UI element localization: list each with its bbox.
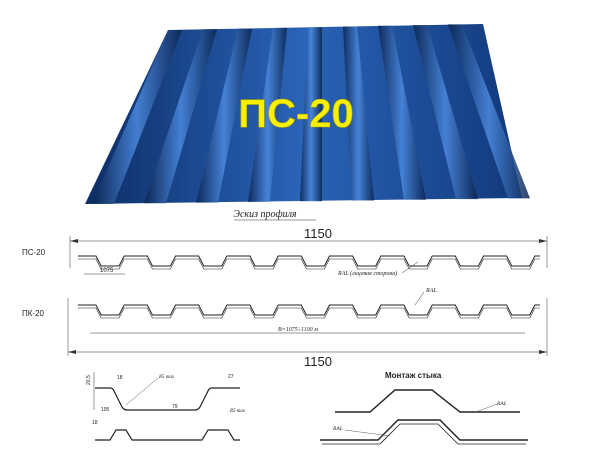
detail-lower-width: 105 [101,407,110,413]
arrow-left-1150 [70,239,78,243]
joint-ral-top: RAL [496,401,507,407]
pk20-profile-line-inner [78,307,540,319]
sheet-rib [413,25,478,200]
detail-lower-profile [95,429,240,441]
sheet-rib [144,29,217,204]
profile-detail: 20,5 18 R5 max 27 79 R5 max 105 18 [86,372,246,441]
joint-ral-bottom-leader [344,429,391,437]
ps20-note-leader [401,261,419,274]
pk20-useful-width: B=1075÷1100 м [278,327,318,333]
detail-height: 20,5 [86,375,92,385]
product-title: ПС-20 [238,92,353,136]
sheet-rib [378,25,426,200]
ps20-width-1150: 1150 [304,226,332,241]
pk20-profile: ПК-20 RAL B=1075÷1100 м 1150 [22,288,548,369]
pk20-note-ral: RAL [425,288,437,294]
pk20-profile-line [78,304,540,316]
pk20-note-leader [414,291,425,306]
sheet-rib [196,28,252,203]
detail-radius-left: R5 max [158,375,175,380]
detail-radius-left-leader [125,377,159,406]
joint-title: Монтаж стыка [385,371,442,380]
ps20-profile-line-inner [78,258,540,270]
detail-profile-line [95,387,240,411]
sheet-rib [92,30,182,204]
arrow-right-1150 [539,239,547,243]
sheet-rib [343,26,374,201]
ps20-note-ral: RAL (лицевая сторона) [337,270,397,277]
joint-sheet-top [335,389,520,413]
ps20-pitch-1075: 1075 [100,268,114,274]
sheet-rib [448,24,530,199]
detail-bottom-width: 27 [228,374,234,380]
pk20-label: ПК-20 [22,309,45,318]
arrow-left-1150b [68,350,76,354]
detail-radius-right: R5 max [229,409,246,414]
joint-assembly: Монтаж стыка RAL RAL [320,371,528,445]
sheet-ribs [92,24,530,204]
joint-ral-top-leader [475,403,498,413]
joint-sheet-bottom [320,419,528,441]
ps20-label: ПС-20 [22,248,46,257]
ps20-profile: ПС-20 1150 1075 RAL (лицевая сторона) [22,226,548,277]
detail-valley: 79 [172,404,178,410]
detail-lower-top: 18 [92,420,98,426]
sheet-rib [300,27,322,202]
sheet-image: ПС-20 [85,24,530,204]
pk20-width-1150: 1150 [304,354,332,369]
joint-sheet-overlap [322,423,526,445]
sheet-rib [248,27,287,202]
joint-ral-bottom: RAL [332,426,343,432]
ps20-profile-line [78,255,540,267]
detail-top-width: 18 [117,375,123,381]
arrow-right-1150b [539,350,547,354]
sketch-caption: Эскиз профиля [233,209,297,220]
